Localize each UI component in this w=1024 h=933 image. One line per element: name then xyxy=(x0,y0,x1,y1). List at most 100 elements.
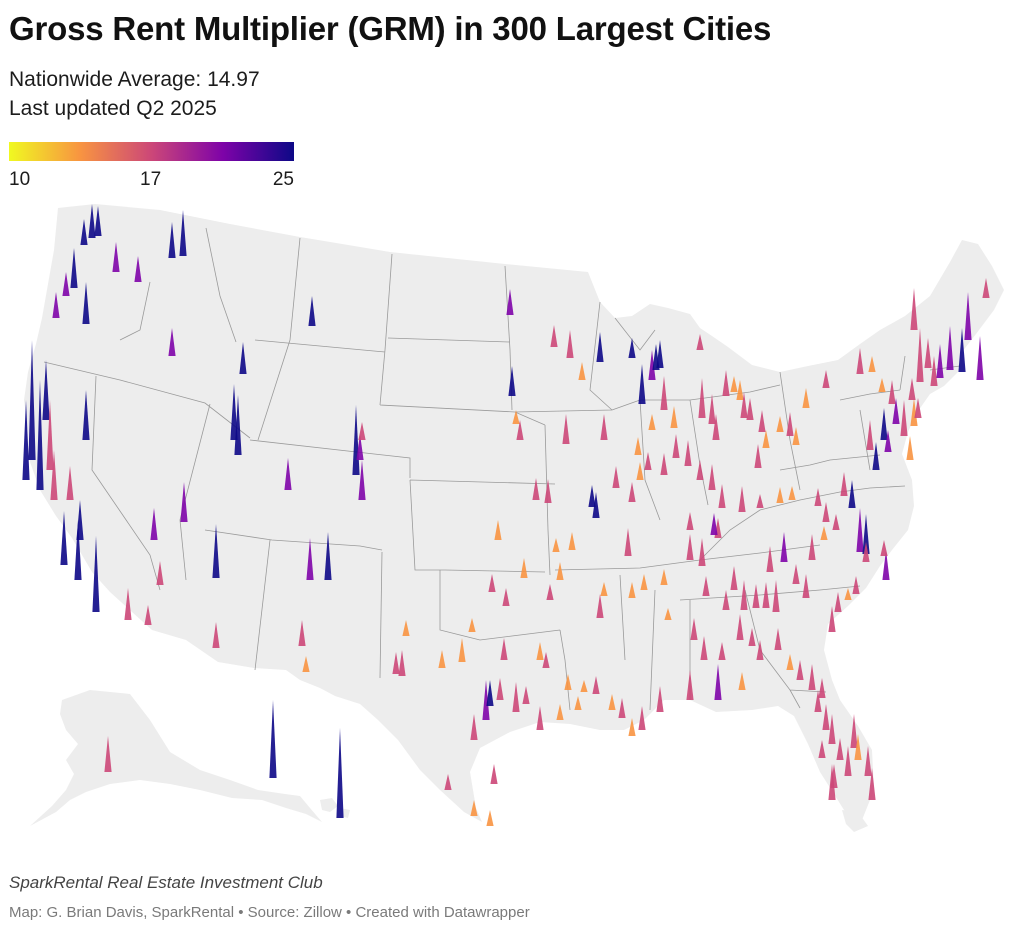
city-spike xyxy=(656,340,664,368)
city-spike xyxy=(22,400,30,480)
city-spike xyxy=(850,714,858,748)
florida-tip xyxy=(842,810,868,832)
city-spike xyxy=(542,652,550,668)
city-spike xyxy=(150,508,158,540)
city-spike xyxy=(880,408,888,440)
city-spike xyxy=(42,360,50,420)
city-spike xyxy=(124,588,132,620)
city-spike xyxy=(144,605,152,625)
city-spike xyxy=(840,472,848,496)
city-spike xyxy=(600,414,608,440)
city-spike xyxy=(298,620,306,646)
city-spike xyxy=(792,564,800,584)
city-spike xyxy=(574,696,582,710)
city-spike xyxy=(758,410,766,432)
city-spike xyxy=(36,380,44,490)
city-spike xyxy=(648,350,656,380)
city-spike xyxy=(808,534,816,560)
city-spike xyxy=(656,686,664,712)
city-spike xyxy=(168,222,176,258)
city-spike xyxy=(888,380,896,404)
city-spike xyxy=(696,334,704,350)
city-spike xyxy=(718,642,726,660)
city-spike xyxy=(834,592,842,612)
city-spike xyxy=(50,450,58,500)
city-spike xyxy=(212,524,220,578)
border-lines xyxy=(43,227,961,711)
city-spike xyxy=(74,520,82,580)
city-spike xyxy=(670,406,678,428)
city-spike xyxy=(600,582,608,596)
city-spike xyxy=(762,582,770,608)
city-spike xyxy=(690,618,698,640)
city-spike xyxy=(766,546,774,572)
city-spike xyxy=(672,434,680,458)
city-spike xyxy=(536,706,544,730)
city-spike xyxy=(488,574,496,592)
city-spike xyxy=(358,422,366,440)
city-spike xyxy=(844,746,852,776)
city-spike xyxy=(982,278,990,298)
city-spike xyxy=(568,532,576,550)
city-spike xyxy=(814,488,822,506)
city-spike xyxy=(930,356,938,386)
city-spike xyxy=(964,292,972,340)
city-spike xyxy=(544,479,552,503)
city-spike xyxy=(762,430,770,448)
us-map xyxy=(22,204,1004,832)
city-spike xyxy=(868,768,876,800)
city-spike xyxy=(700,636,708,660)
city-spike xyxy=(522,686,530,704)
city-spike xyxy=(628,582,636,598)
city-spike xyxy=(134,256,142,282)
city-spike xyxy=(46,400,54,470)
city-spike xyxy=(486,680,494,706)
city-spike xyxy=(392,652,400,674)
alaska xyxy=(30,690,322,826)
city-spike xyxy=(156,561,164,585)
city-spike xyxy=(828,714,836,744)
city-spike xyxy=(792,427,800,445)
city-spike xyxy=(486,810,494,826)
city-spike xyxy=(854,734,862,760)
city-spike xyxy=(438,650,446,668)
city-spike xyxy=(712,414,720,440)
city-spike xyxy=(862,542,870,562)
city-spike xyxy=(914,398,922,418)
city-spike xyxy=(70,248,78,288)
city-spike xyxy=(562,414,570,444)
city-spike xyxy=(104,736,112,772)
city-spike xyxy=(496,678,504,700)
city-spike xyxy=(638,706,646,730)
city-spike xyxy=(738,672,746,690)
legend-gradient-bar xyxy=(9,142,294,161)
city-spike xyxy=(818,740,826,758)
city-spike xyxy=(664,608,672,620)
city-spike xyxy=(520,558,528,578)
city-spike xyxy=(866,420,874,450)
city-spike xyxy=(624,528,632,556)
city-spike xyxy=(828,606,836,632)
city-spike xyxy=(212,622,220,648)
city-spike xyxy=(180,482,188,522)
city-spike xyxy=(822,502,830,522)
city-spike xyxy=(884,430,892,452)
city-spike xyxy=(730,376,738,392)
city-spike xyxy=(780,532,788,562)
city-spike xyxy=(660,376,668,410)
city-spike xyxy=(444,774,452,790)
city-spike xyxy=(596,594,604,618)
city-spike xyxy=(686,534,694,560)
city-spike xyxy=(556,704,564,720)
city-spike xyxy=(284,458,292,490)
footer-club: SparkRental Real Estate Investment Club xyxy=(9,873,323,892)
city-spike xyxy=(532,478,540,500)
city-spike xyxy=(822,370,830,388)
city-spike xyxy=(848,480,856,508)
city-spike xyxy=(564,674,572,690)
city-spike xyxy=(336,728,344,818)
city-spike xyxy=(864,746,872,776)
city-spike xyxy=(708,394,716,424)
city-spike xyxy=(906,436,914,460)
city-spike xyxy=(910,398,918,426)
